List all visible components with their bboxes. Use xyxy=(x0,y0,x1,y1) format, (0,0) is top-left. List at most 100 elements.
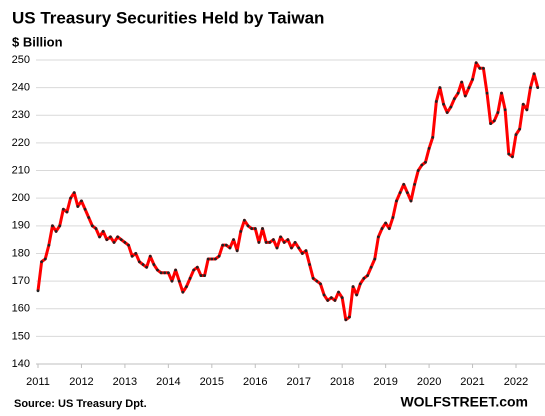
y-tick-label: 190 xyxy=(12,220,30,232)
data-point xyxy=(340,296,344,300)
data-point xyxy=(402,182,406,186)
data-point xyxy=(311,276,315,280)
source-note: Source: US Treasury Dpt. xyxy=(14,398,147,410)
data-point xyxy=(431,135,435,139)
data-point xyxy=(369,265,373,269)
data-point xyxy=(206,257,210,261)
data-point xyxy=(413,182,417,186)
data-point xyxy=(228,246,232,250)
data-point xyxy=(264,241,268,244)
data-point xyxy=(257,241,261,244)
data-point xyxy=(51,224,54,228)
data-point xyxy=(453,97,456,101)
data-point xyxy=(373,257,377,261)
x-tick-label: 2018 xyxy=(330,376,354,388)
data-point xyxy=(395,199,398,203)
data-point xyxy=(80,199,83,203)
data-point xyxy=(391,216,395,219)
y-tick-label: 160 xyxy=(12,303,30,315)
y-tick-label: 200 xyxy=(12,192,30,204)
plot-area xyxy=(36,61,540,322)
data-point xyxy=(514,133,518,137)
data-point xyxy=(449,105,453,109)
data-point xyxy=(282,241,286,244)
data-point xyxy=(460,80,464,84)
data-point xyxy=(420,163,424,167)
data-point xyxy=(355,293,359,297)
x-tick-label: 2020 xyxy=(417,376,441,388)
y-tick-label: 250 xyxy=(12,54,30,66)
data-point xyxy=(333,299,337,302)
data-point xyxy=(489,122,493,125)
data-point xyxy=(416,169,420,172)
data-point xyxy=(351,285,355,289)
data-point xyxy=(36,289,40,293)
y-tick-label: 210 xyxy=(12,164,30,176)
data-point xyxy=(358,282,362,286)
data-point xyxy=(521,102,525,106)
data-point xyxy=(159,271,163,275)
data-point xyxy=(156,268,159,272)
data-point xyxy=(239,229,243,233)
data-point xyxy=(250,227,254,230)
data-point xyxy=(119,238,123,242)
data-point xyxy=(387,227,391,230)
data-point xyxy=(463,94,467,98)
data-point xyxy=(427,147,431,150)
data-point xyxy=(181,290,185,294)
y-tick-label: 150 xyxy=(12,330,30,342)
data-point xyxy=(300,252,304,255)
data-point xyxy=(152,263,156,266)
x-tick-label: 2013 xyxy=(113,376,137,388)
data-point xyxy=(456,91,460,95)
data-point xyxy=(253,227,257,230)
data-point xyxy=(54,229,58,233)
data-point xyxy=(445,111,449,114)
y-tick-label: 220 xyxy=(12,137,30,149)
data-point xyxy=(145,265,149,269)
y-tick-label: 170 xyxy=(12,275,30,287)
data-point xyxy=(503,108,507,112)
data-point xyxy=(130,254,134,258)
data-point xyxy=(76,205,80,208)
data-point xyxy=(329,296,333,300)
data-point xyxy=(500,91,503,95)
data-point xyxy=(123,241,127,244)
data-point xyxy=(148,254,152,258)
data-point xyxy=(496,111,500,114)
data-point xyxy=(101,229,105,233)
data-point xyxy=(72,191,76,195)
y-tick-label: 240 xyxy=(12,82,30,94)
data-point xyxy=(297,246,301,250)
data-point xyxy=(271,238,275,242)
data-point xyxy=(141,263,145,266)
data-point xyxy=(235,249,239,253)
data-point xyxy=(166,271,170,275)
data-point xyxy=(507,152,511,156)
x-tick-label: 2015 xyxy=(200,376,224,388)
data-point xyxy=(58,224,62,228)
y-tick-label: 180 xyxy=(12,247,30,259)
x-tick-label: 2012 xyxy=(69,376,93,388)
data-point xyxy=(177,279,181,283)
data-point xyxy=(116,235,120,239)
data-point xyxy=(319,282,322,286)
data-point xyxy=(112,241,116,244)
data-point xyxy=(344,318,348,322)
data-point xyxy=(380,227,384,230)
data-point xyxy=(482,66,485,70)
data-point xyxy=(210,257,214,261)
data-point xyxy=(217,254,221,258)
data-point xyxy=(536,86,540,90)
data-point xyxy=(90,224,94,228)
data-point xyxy=(362,276,366,280)
data-point xyxy=(109,235,112,239)
data-point xyxy=(83,207,87,211)
data-point xyxy=(105,238,109,242)
x-tick-label: 2016 xyxy=(243,376,267,388)
data-point xyxy=(337,290,340,294)
data-point xyxy=(492,119,496,123)
data-point xyxy=(326,299,330,302)
data-point xyxy=(94,227,98,230)
